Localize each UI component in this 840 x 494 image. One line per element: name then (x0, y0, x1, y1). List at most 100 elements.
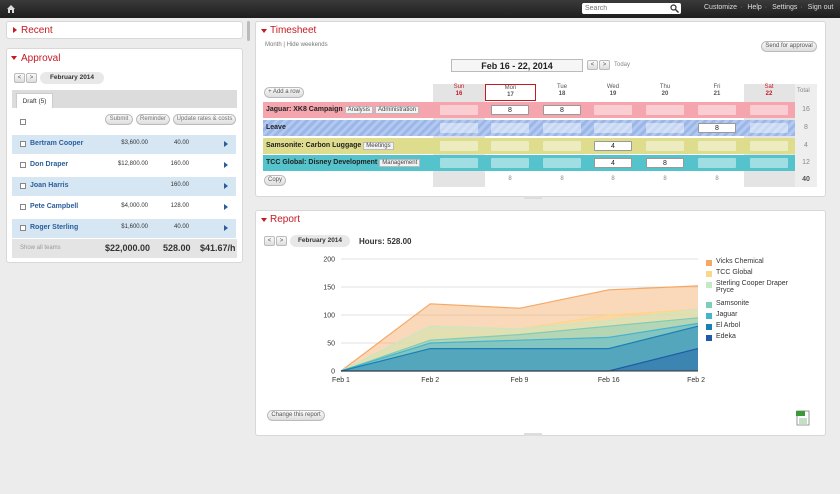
row-checkbox[interactable] (20, 141, 26, 147)
add-row-button[interactable]: + Add a row (264, 87, 304, 98)
approval-title[interactable]: Approval (21, 53, 61, 64)
change-report-button[interactable]: Change this report (267, 410, 325, 421)
expand-arrow-icon[interactable] (11, 56, 17, 60)
person-name[interactable]: Pete Campbell (30, 203, 79, 210)
collapse-arrow-icon[interactable] (13, 27, 17, 33)
project-label[interactable]: TCC Global: Disney Development Management (266, 159, 421, 167)
hours-cell[interactable] (543, 123, 581, 133)
timesheet-row[interactable]: Jaguar: XK8 Campaign Analysis Administrati… (263, 102, 795, 118)
legend-item[interactable]: Jaguar (706, 311, 796, 322)
project-label[interactable]: Leave (266, 124, 286, 131)
send-for-approval-button[interactable]: Send for approval (761, 41, 817, 52)
next-report-button[interactable]: > (276, 236, 287, 246)
hours-cell[interactable]: 8 (491, 105, 529, 115)
submit-button[interactable]: Submit (105, 114, 133, 125)
hours-cell[interactable] (440, 158, 478, 168)
prev-week-button[interactable]: < (587, 60, 598, 70)
row-checkbox[interactable] (20, 204, 26, 210)
legend-item[interactable]: Edeka (706, 333, 796, 344)
customize-link[interactable]: Customize (704, 4, 738, 11)
timesheet-row[interactable]: Leave (263, 120, 795, 136)
hours-cell[interactable]: 4 (594, 158, 632, 168)
sign-out-link[interactable]: Sign out (807, 4, 834, 11)
day-header-fri[interactable]: Fri 21 (713, 84, 721, 97)
settings-link[interactable]: Settings (772, 4, 798, 11)
report-title[interactable]: Report (270, 214, 301, 225)
project-label[interactable]: Samsonite: Carbon Luggage Meetings (266, 142, 394, 150)
task-tag[interactable]: Analysis (344, 106, 373, 114)
hours-cell[interactable]: 4 (594, 141, 632, 151)
legend-item[interactable]: Samsonite (706, 300, 796, 311)
hours-cell[interactable] (440, 141, 478, 151)
prev-month-button[interactable]: < (14, 73, 25, 83)
legend-item[interactable]: TCC Global (706, 269, 796, 280)
hours-cell[interactable] (646, 105, 684, 115)
help-link[interactable]: Help (747, 4, 762, 11)
task-tag[interactable]: Administration (374, 106, 419, 114)
row-expand-icon[interactable] (224, 162, 228, 168)
search-icon[interactable] (670, 4, 679, 13)
day-header-tue[interactable]: Tue 18 (556, 84, 568, 97)
hours-cell[interactable] (646, 123, 684, 133)
select-all-checkbox[interactable] (20, 119, 26, 125)
person-name[interactable]: Roger Sterling (30, 224, 79, 231)
search-input[interactable] (582, 3, 681, 14)
hours-cell[interactable] (698, 141, 736, 151)
row-checkbox[interactable] (20, 225, 26, 231)
resize-handle[interactable] (524, 433, 542, 436)
hours-cell[interactable] (750, 158, 788, 168)
row-expand-icon[interactable] (224, 141, 228, 147)
day-header-thu[interactable]: Thu 20 (659, 84, 671, 97)
reminder-button[interactable]: Reminder (136, 114, 170, 125)
hours-cell[interactable] (440, 123, 478, 133)
hours-cell[interactable]: 8 (698, 123, 736, 133)
row-expand-icon[interactable] (224, 183, 228, 189)
row-expand-icon[interactable] (224, 204, 228, 210)
day-header-mon[interactable]: Mon 17 (485, 84, 536, 101)
recent-title[interactable]: Recent (21, 25, 53, 36)
hours-cell[interactable] (646, 141, 684, 151)
hours-cell[interactable] (594, 105, 632, 115)
hours-cell[interactable] (594, 123, 632, 133)
hours-cell[interactable]: 8 (543, 105, 581, 115)
hours-cell[interactable] (750, 141, 788, 151)
hours-cell[interactable] (698, 158, 736, 168)
task-tag[interactable]: Management (379, 159, 421, 167)
home-icon[interactable] (6, 4, 16, 14)
hours-cell[interactable]: 8 (646, 158, 684, 168)
project-label[interactable]: Jaguar: XK8 Campaign Analysis Administrati… (266, 106, 419, 114)
view-links[interactable]: Month | Hide weekends (265, 42, 328, 48)
prev-report-button[interactable]: < (264, 236, 275, 246)
hours-cell[interactable] (491, 123, 529, 133)
next-week-button[interactable]: > (599, 60, 610, 70)
update-rates-button[interactable]: Update rates & costs (173, 114, 236, 125)
task-tag[interactable]: Meetings (363, 142, 394, 150)
show-all-teams-link[interactable]: Show all teams (20, 245, 61, 251)
hours-cell[interactable] (491, 158, 529, 168)
hours-cell[interactable] (698, 105, 736, 115)
approval-row[interactable]: Roger Sterling $1,600.00 40.00 (12, 219, 236, 238)
row-checkbox[interactable] (20, 162, 26, 168)
hours-cell[interactable] (440, 105, 478, 115)
hours-cell[interactable] (543, 141, 581, 151)
next-month-button[interactable]: > (26, 73, 37, 83)
hours-cell[interactable] (750, 105, 788, 115)
row-checkbox[interactable] (20, 183, 26, 189)
today-link[interactable]: Today (614, 62, 631, 68)
row-expand-icon[interactable] (224, 225, 228, 231)
legend-item[interactable]: El Arbol (706, 322, 796, 333)
expand-arrow-icon[interactable] (261, 29, 267, 33)
hours-cell[interactable] (543, 158, 581, 168)
hours-cell[interactable] (491, 141, 529, 151)
approval-row[interactable]: Pete Campbell $4,000.00 128.00 (12, 198, 236, 217)
approval-row[interactable]: Joan Harris 160.00 (12, 177, 236, 196)
day-header-sat[interactable]: Sat 22 (764, 84, 774, 97)
timesheet-row[interactable]: Samsonite: Carbon Luggage Meetings (263, 138, 795, 154)
hours-cell[interactable] (750, 123, 788, 133)
day-header-sun[interactable]: Sun 16 (453, 84, 465, 97)
approval-row[interactable]: Bertram Cooper $3,600.00 40.00 (12, 135, 236, 154)
timesheet-title[interactable]: Timesheet (270, 25, 317, 36)
expand-arrow-icon[interactable] (261, 218, 267, 222)
person-name[interactable]: Joan Harris (30, 182, 69, 189)
export-csv-icon[interactable] (796, 410, 810, 426)
